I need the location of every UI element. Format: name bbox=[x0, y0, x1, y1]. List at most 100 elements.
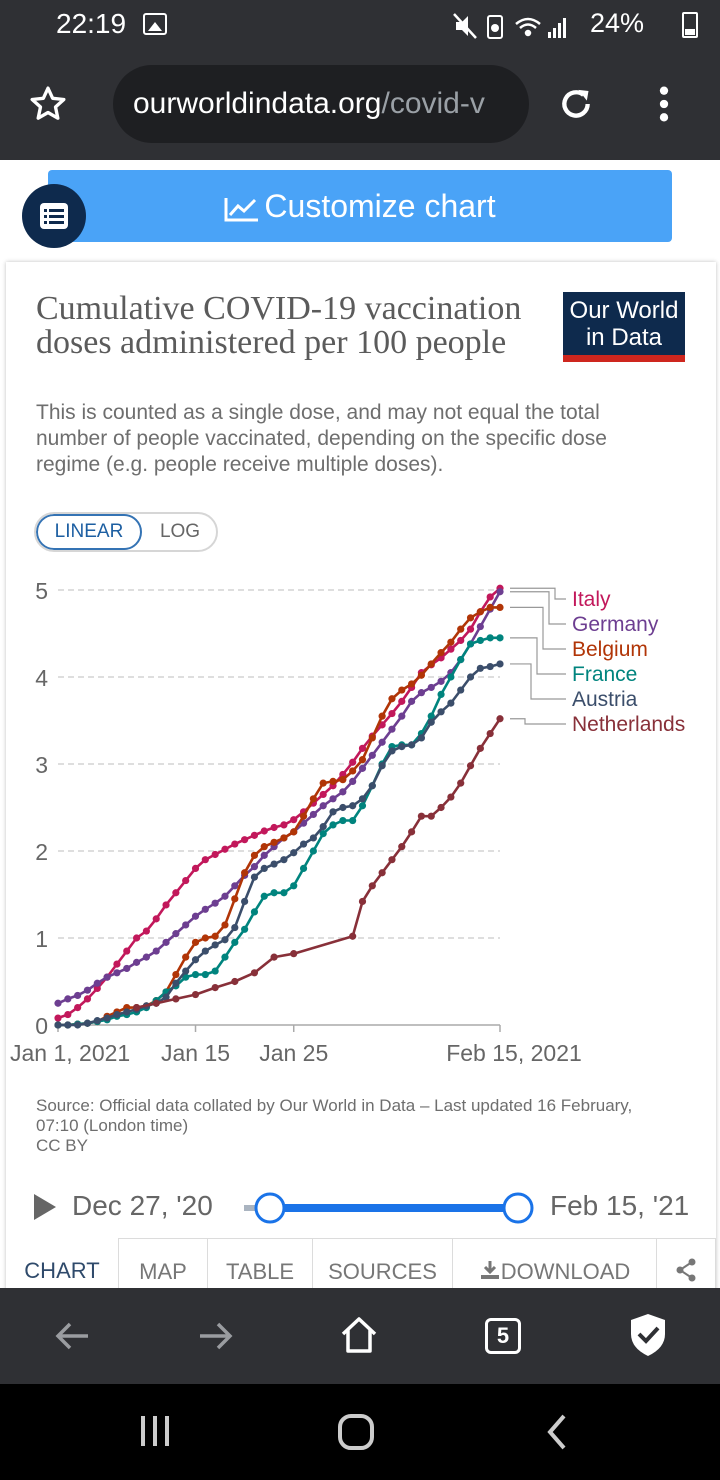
legend-label: France bbox=[572, 663, 637, 686]
shield-check-icon[interactable] bbox=[628, 1312, 668, 1358]
back-arrow-icon[interactable] bbox=[52, 1318, 92, 1354]
system-nav-bar bbox=[0, 1384, 720, 1480]
forward-arrow-icon[interactable] bbox=[196, 1318, 236, 1354]
timeline-end-handle[interactable] bbox=[502, 1192, 534, 1224]
share-button[interactable] bbox=[656, 1238, 716, 1288]
data-point bbox=[329, 795, 337, 803]
data-point bbox=[476, 744, 484, 752]
data-point bbox=[250, 873, 259, 881]
data-point bbox=[191, 990, 200, 999]
data-point bbox=[172, 970, 180, 979]
logo-line-2: in Data bbox=[585, 324, 663, 351]
tab-sources[interactable]: SOURCES bbox=[312, 1238, 453, 1288]
data-point bbox=[496, 715, 504, 723]
series-austria bbox=[54, 660, 504, 1029]
customize-chart-label: Customize chart bbox=[264, 188, 496, 224]
series-line bbox=[58, 636, 500, 1027]
data-point bbox=[496, 603, 504, 611]
timeline-slider[interactable] bbox=[240, 1188, 540, 1228]
recent-apps-icon[interactable] bbox=[138, 1414, 172, 1448]
data-point bbox=[486, 662, 494, 671]
data-point bbox=[221, 921, 229, 929]
owid-logo[interactable]: Our World in Data bbox=[563, 292, 685, 362]
chart-series bbox=[54, 584, 504, 1029]
data-point bbox=[447, 638, 455, 646]
data-point bbox=[172, 889, 180, 897]
data-point bbox=[329, 808, 337, 816]
data-point bbox=[349, 932, 357, 940]
data-point bbox=[132, 934, 141, 942]
data-point bbox=[152, 999, 160, 1007]
legend-connector bbox=[510, 606, 566, 650]
data-point bbox=[280, 856, 288, 864]
battery-saver-icon bbox=[487, 15, 503, 39]
y-tick-label: 0 bbox=[35, 1013, 48, 1039]
data-point bbox=[358, 897, 367, 906]
data-point bbox=[74, 991, 82, 1000]
share-icon bbox=[676, 1258, 696, 1282]
data-point bbox=[270, 823, 278, 832]
data-point bbox=[299, 864, 308, 872]
data-point bbox=[358, 744, 367, 752]
tab-download[interactable]: DOWNLOAD bbox=[452, 1238, 657, 1288]
data-point bbox=[358, 802, 367, 810]
home-button-icon[interactable] bbox=[336, 1412, 376, 1452]
data-point bbox=[329, 821, 337, 829]
y-tick-label: 5 bbox=[35, 578, 48, 604]
timeline-start-label: Dec 27, '20 bbox=[72, 1190, 213, 1221]
data-point bbox=[123, 947, 131, 955]
tab-chart[interactable]: CHART bbox=[6, 1238, 118, 1288]
data-point bbox=[486, 603, 494, 611]
data-point bbox=[408, 741, 416, 749]
reload-icon[interactable] bbox=[556, 84, 596, 124]
linear-scale-button[interactable]: LINEAR bbox=[36, 514, 142, 550]
more-icon[interactable] bbox=[654, 84, 674, 124]
x-tick-label: Jan 15 bbox=[161, 1040, 230, 1066]
data-point bbox=[270, 860, 278, 868]
back-icon[interactable] bbox=[542, 1412, 572, 1452]
tabs-counter-button[interactable]: 5 bbox=[485, 1318, 521, 1354]
tab-map[interactable]: MAP bbox=[118, 1238, 208, 1288]
customize-chart-button[interactable]: Customize chart bbox=[48, 170, 672, 242]
contents-menu-button[interactable] bbox=[22, 184, 86, 248]
data-point bbox=[142, 927, 150, 935]
star-icon[interactable] bbox=[28, 84, 68, 124]
data-point bbox=[211, 941, 219, 949]
data-point bbox=[83, 995, 92, 1003]
data-point bbox=[172, 995, 180, 1003]
address-bar[interactable]: ourworldindata.org/covid-v bbox=[113, 65, 529, 143]
data-point bbox=[427, 718, 435, 726]
data-point bbox=[417, 689, 426, 697]
data-point bbox=[466, 673, 475, 681]
data-point bbox=[93, 984, 101, 993]
data-point bbox=[113, 960, 121, 968]
tab-table[interactable]: TABLE bbox=[207, 1238, 313, 1288]
data-point bbox=[231, 840, 239, 848]
data-point bbox=[447, 699, 455, 707]
data-point bbox=[211, 899, 219, 907]
data-point bbox=[64, 995, 72, 1003]
log-scale-button[interactable]: LOG bbox=[159, 521, 201, 542]
data-point bbox=[270, 838, 278, 846]
data-point bbox=[221, 953, 229, 961]
data-point bbox=[270, 953, 278, 961]
play-icon[interactable] bbox=[30, 1192, 60, 1222]
chart-subtitle: This is counted as a single dose, and ma… bbox=[36, 401, 607, 476]
data-point bbox=[368, 882, 376, 890]
home-icon[interactable] bbox=[338, 1314, 380, 1356]
data-point bbox=[349, 816, 357, 825]
data-point bbox=[64, 1010, 72, 1019]
data-point bbox=[457, 625, 465, 633]
data-point bbox=[368, 734, 376, 742]
data-point bbox=[358, 756, 367, 764]
data-point bbox=[231, 895, 239, 903]
timeline-start-handle[interactable] bbox=[254, 1192, 286, 1224]
data-point bbox=[64, 1021, 72, 1029]
data-point bbox=[93, 1017, 101, 1025]
data-point bbox=[241, 897, 249, 906]
data-point bbox=[260, 843, 268, 851]
data-point bbox=[290, 950, 298, 958]
license-text[interactable]: CC BY bbox=[36, 1136, 88, 1155]
data-point bbox=[457, 656, 465, 664]
data-point bbox=[299, 812, 308, 820]
